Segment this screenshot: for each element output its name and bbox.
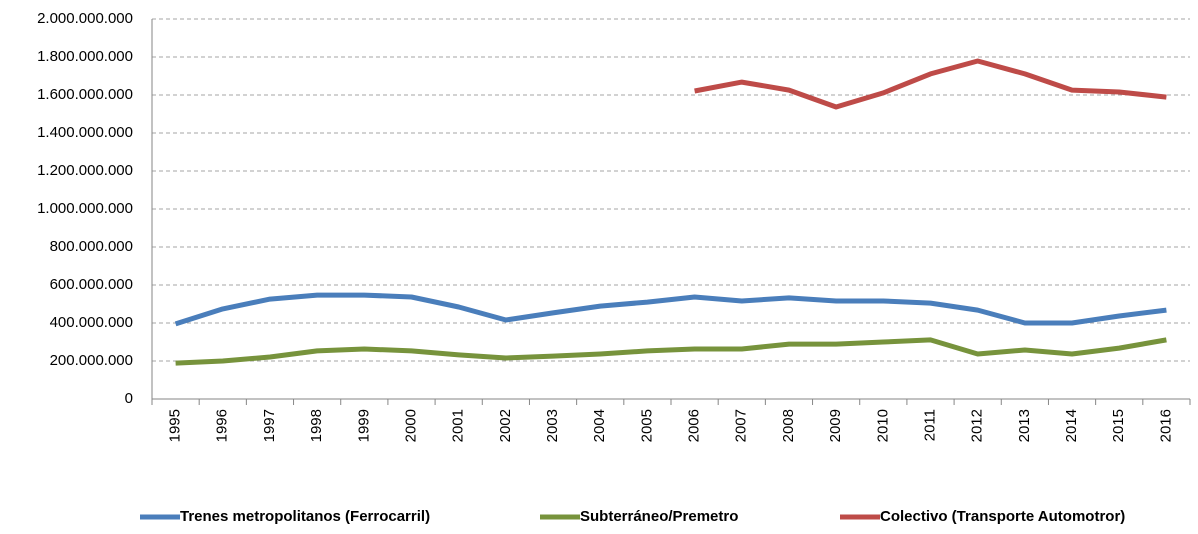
x-tick-label: 2015 (1110, 409, 1127, 442)
x-tick-label: 2010 (874, 409, 891, 442)
series-line (175, 337, 1167, 366)
x-tick-label: 1999 (355, 409, 372, 442)
legend-label: Trenes metropolitanos (Ferrocarril) (180, 508, 430, 525)
x-tick-label: 1996 (214, 409, 231, 442)
y-tick-label: 1.200.000.000 (37, 162, 133, 179)
y-tick-label: 400.000.000 (50, 314, 133, 331)
y-tick-label: 1.000.000.000 (37, 200, 133, 217)
y-tick-label: 200.000.000 (50, 352, 133, 369)
x-tick-label: 2000 (402, 409, 419, 442)
x-tick-label: 2013 (1016, 409, 1033, 442)
x-tick-label: 2008 (780, 409, 797, 442)
y-tick-label: 0 (125, 390, 133, 407)
y-tick-label: 800.000.000 (50, 238, 133, 255)
y-tick-label: 1.400.000.000 (37, 124, 133, 141)
legend-label: Colectivo (Transporte Automotror) (880, 508, 1125, 525)
x-tick-label: 1997 (261, 409, 278, 442)
series-line (694, 58, 1167, 110)
legend-label: Subterráneo/Premetro (580, 508, 738, 525)
y-tick-label: 2.000.000.000 (37, 10, 133, 27)
x-tick-label: 2002 (497, 409, 514, 442)
x-tick-label: 2001 (450, 409, 467, 442)
x-tick-label: 2016 (1157, 409, 1174, 442)
series-line (174, 292, 1167, 327)
x-tick-label: 2009 (827, 409, 844, 442)
y-tick-label: 600.000.000 (50, 276, 133, 293)
y-tick-label: 1.800.000.000 (37, 48, 133, 65)
x-tick-label: 1998 (308, 409, 325, 442)
x-tick-label: 1995 (167, 409, 184, 442)
x-tick-label: 2005 (638, 409, 655, 442)
x-tick-label: 2012 (969, 409, 986, 442)
x-tick-label: 2004 (591, 409, 608, 442)
x-tick-label: 2007 (733, 409, 750, 442)
y-tick-label: 1.600.000.000 (37, 86, 133, 103)
x-tick-label: 2011 (921, 409, 938, 441)
x-tick-label: 2014 (1063, 409, 1080, 442)
x-tick-label: 2003 (544, 409, 561, 442)
x-tick-label: 2006 (686, 409, 703, 442)
